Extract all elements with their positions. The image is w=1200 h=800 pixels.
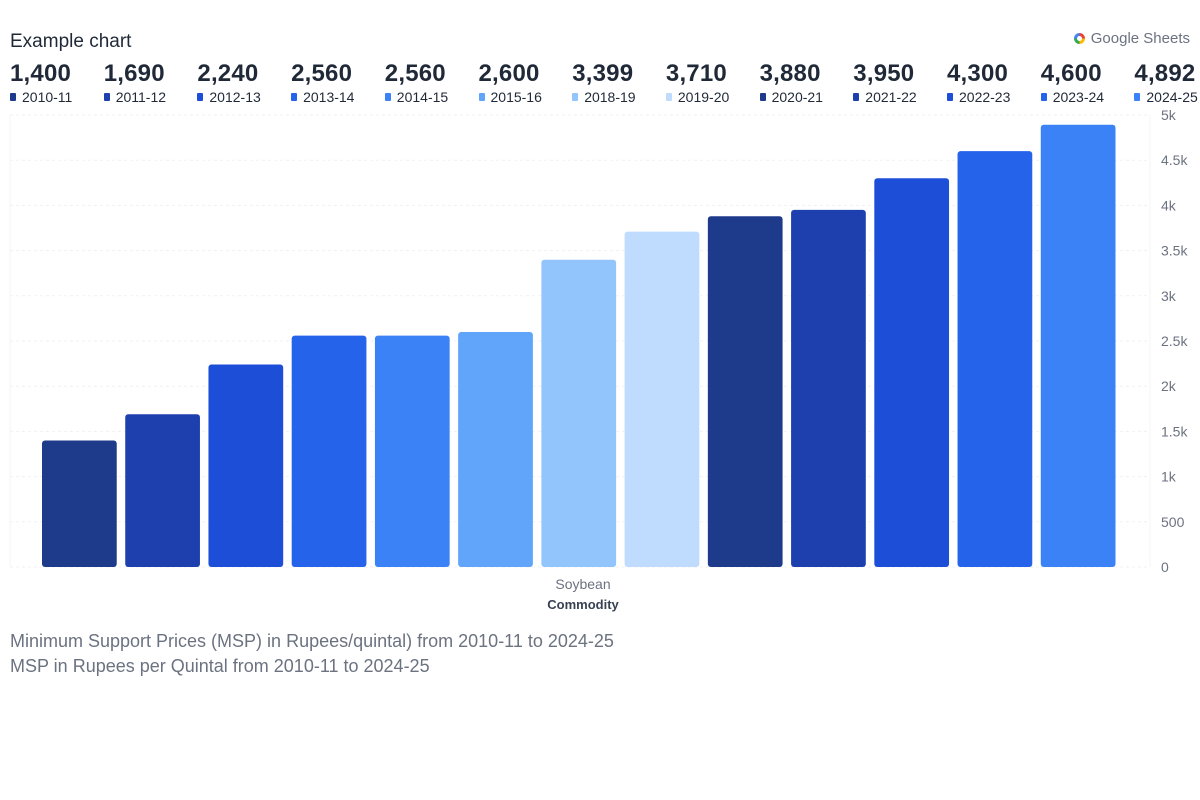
- legend-value: 3,399: [572, 60, 634, 87]
- bar: [874, 178, 950, 567]
- legend-label: 2022-23: [947, 88, 1010, 106]
- legend-label-text: 2013-14: [303, 89, 355, 105]
- legend-item[interactable]: 3,950 2021-22: [853, 60, 917, 106]
- chart-legend: 1,400 2010-11 1,690 2011-12 2,240 2012-13 2,56…: [10, 60, 1200, 112]
- legend-value: 1,690: [103, 60, 165, 87]
- legend-label-text: 2012-13: [209, 89, 261, 105]
- legend-item[interactable]: 3,399 2018-19: [572, 60, 636, 106]
- legend-value: 4,892: [1134, 60, 1196, 87]
- legend-label-text: 2014-15: [396, 89, 449, 105]
- legend-swatch: [478, 93, 485, 101]
- y-tick-label: 3.5k: [1161, 243, 1188, 259]
- legend-value: 3,710: [665, 60, 727, 87]
- legend-swatch: [759, 93, 766, 101]
- bar: [624, 231, 700, 567]
- caption-line-1: Minimum Support Prices (MSP) in Rupees/q…: [10, 631, 614, 651]
- y-tick-label: 3k: [1161, 288, 1177, 304]
- legend-label: 2020-21: [759, 88, 823, 106]
- legend-value: 3,950: [853, 60, 915, 87]
- bar: [458, 331, 533, 567]
- bar: [707, 216, 783, 568]
- bar: [541, 259, 617, 567]
- legend-label: 2014-15: [384, 88, 449, 106]
- legend-swatch: [1134, 93, 1141, 101]
- legend-label-text: 2021-22: [865, 89, 917, 105]
- y-tick-label: 4.5k: [1161, 152, 1188, 168]
- bar: [291, 335, 367, 567]
- legend-value: 2,600: [478, 60, 540, 87]
- legend-swatch: [572, 93, 579, 101]
- legend-label: 2010-11: [10, 88, 72, 106]
- legend-item[interactable]: 2,240 2012-13: [197, 60, 261, 106]
- bar: [791, 209, 866, 568]
- x-tick-label: Soybean: [555, 576, 610, 592]
- legend-value: 4,300: [947, 60, 1009, 87]
- legend-label-text: 2019-20: [677, 89, 730, 105]
- legend-item[interactable]: 2,560 2013-14: [291, 60, 354, 106]
- bar: [125, 414, 200, 567]
- legend-item[interactable]: 1,400 2010-11: [10, 60, 72, 106]
- bar: [42, 440, 117, 567]
- y-tick-label: 2.5k: [1161, 333, 1188, 349]
- y-tick-label: 5k: [1161, 110, 1177, 123]
- legend-value: 1,400: [10, 60, 72, 87]
- google-icon: [1073, 33, 1085, 44]
- legend-label: 2024-25: [1134, 88, 1198, 106]
- legend-swatch: [1040, 93, 1047, 101]
- y-tick-label: 4k: [1161, 197, 1177, 213]
- legend-label: 2018-19: [572, 88, 636, 106]
- legend-value: 4,600: [1040, 60, 1102, 87]
- legend-value: 2,240: [197, 60, 259, 87]
- legend-item[interactable]: 2,560 2014-15: [384, 60, 449, 106]
- y-tick-label: 500: [1161, 514, 1185, 530]
- legend-value: 3,880: [759, 60, 821, 87]
- legend-swatch: [291, 93, 298, 101]
- legend-label-text: 2022-23: [959, 89, 1011, 105]
- y-tick-label: 1k: [1161, 469, 1177, 485]
- source-badge[interactable]: Google Sheets: [1073, 30, 1190, 47]
- x-axis-title: Commodity: [547, 597, 619, 612]
- legend-item[interactable]: 3,880 2020-21: [759, 60, 823, 106]
- legend-label: 2021-22: [853, 88, 917, 106]
- legend-label: 2012-13: [197, 88, 261, 106]
- legend-item[interactable]: 3,710 2019-20: [665, 60, 730, 106]
- legend-item[interactable]: 4,600 2023-24: [1040, 60, 1105, 106]
- legend-swatch: [947, 93, 953, 101]
- caption-line-2: MSP in Rupees per Quintal from 2010-11 t…: [10, 656, 430, 676]
- legend-label-text: 2011-12: [115, 89, 167, 105]
- legend-label-text: 2024-25: [1146, 89, 1198, 105]
- legend-item[interactable]: 2,600 2015-16: [478, 60, 542, 106]
- y-tick-label: 1.5k: [1161, 423, 1188, 439]
- bar: [208, 364, 284, 567]
- legend-label: 2013-14: [291, 88, 354, 106]
- source-label: Google Sheets: [1090, 30, 1190, 47]
- legend-label-text: 2010-11: [22, 89, 73, 105]
- legend-item[interactable]: 4,892 2024-25: [1134, 60, 1198, 106]
- legend-label: 2023-24: [1040, 88, 1105, 106]
- bar: [374, 335, 450, 567]
- bar: [1040, 124, 1116, 568]
- legend-item[interactable]: 1,690 2011-12: [103, 60, 167, 106]
- legend-value: 2,560: [384, 60, 446, 87]
- chart-title: Example chart: [10, 31, 132, 52]
- legend-label-text: 2018-19: [584, 89, 636, 105]
- legend-swatch: [103, 93, 110, 101]
- bar: [957, 151, 1033, 567]
- legend-label: 2011-12: [103, 88, 167, 106]
- legend-swatch: [10, 93, 16, 101]
- y-tick-label: 2k: [1161, 378, 1177, 394]
- legend-swatch: [665, 93, 672, 101]
- legend-swatch: [197, 93, 204, 101]
- bar-chart: 0 500 1k 1.5k 2k 2.5k 3k 3.5k 4k 4.5k 5k Soybean Com…: [9, 110, 1188, 612]
- legend-label: 2019-20: [665, 88, 730, 106]
- legend-value: 2,560: [291, 60, 353, 87]
- legend-swatch: [853, 93, 860, 101]
- y-tick-label: 0: [1161, 559, 1169, 575]
- legend-label-text: 2015-16: [490, 89, 542, 105]
- legend-label-text: 2023-24: [1052, 89, 1105, 105]
- legend-label: 2015-16: [478, 88, 542, 106]
- legend-item[interactable]: 4,300 2022-23: [947, 60, 1010, 106]
- legend-label-text: 2020-21: [771, 89, 823, 105]
- legend-swatch: [384, 93, 391, 101]
